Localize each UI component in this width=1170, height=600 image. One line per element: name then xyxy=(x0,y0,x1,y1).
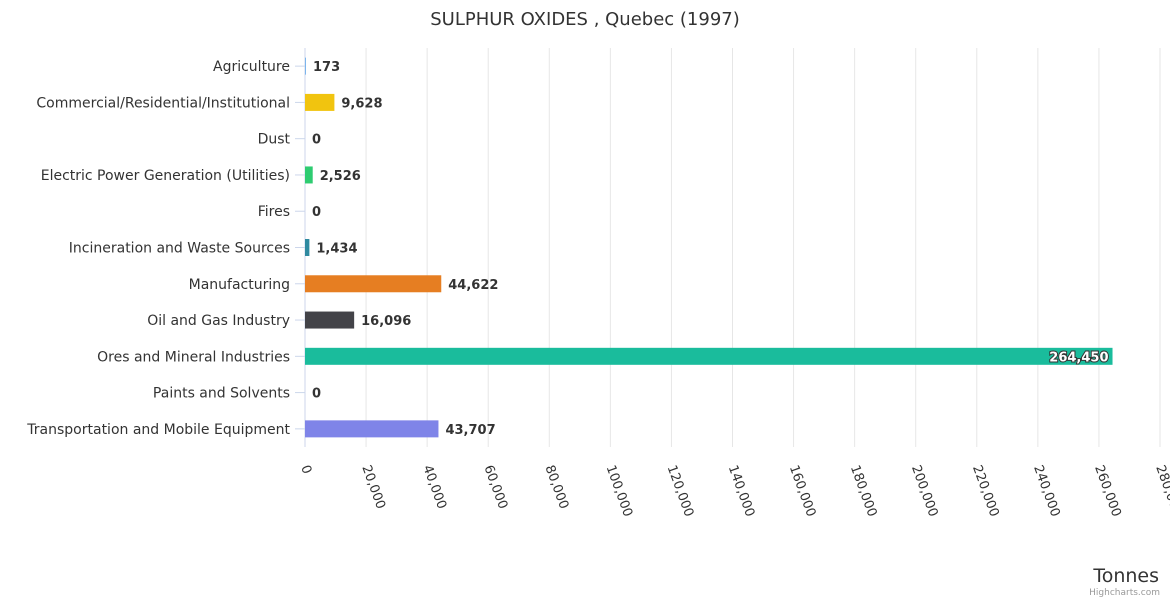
data-label: 173 xyxy=(313,60,340,75)
data-label: 0 xyxy=(312,205,321,220)
data-label: 0 xyxy=(312,387,321,402)
x-tick-label: 80,000 xyxy=(542,463,572,511)
x-axis-ticks: 0 20,000 40,000 60,000 80,000 100,000 120,000 1… xyxy=(297,463,1170,519)
x-tick-label: 140,000 xyxy=(725,463,757,519)
chart-title: SULPHUR OXIDES , Quebec (1997) xyxy=(430,9,740,30)
data-label: 264,450 xyxy=(1049,350,1108,365)
x-tick-label: 220,000 xyxy=(969,463,1001,519)
category-label: Commercial/Residential/Institutional xyxy=(36,95,290,111)
data-label: 44,622 xyxy=(448,278,498,293)
category-label: Electric Power Generation (Utilities) xyxy=(41,168,290,184)
x-tick-label: 60,000 xyxy=(480,463,510,511)
credits-link[interactable]: Highcharts.com xyxy=(1089,588,1160,598)
x-tick-label: 280,000 xyxy=(1152,463,1170,519)
data-label: 0 xyxy=(312,133,321,148)
data-label: 43,707 xyxy=(445,423,495,438)
bar[interactable] xyxy=(305,239,310,256)
bar[interactable] xyxy=(305,311,355,329)
x-tick-label: 260,000 xyxy=(1091,463,1123,519)
x-axis-title: Tonnes xyxy=(1092,565,1159,587)
bar[interactable] xyxy=(305,275,442,293)
bar[interactable] xyxy=(305,166,313,184)
x-tick-label: 240,000 xyxy=(1030,463,1062,519)
x-tick-label: 20,000 xyxy=(358,463,388,511)
bars: Agriculture 173 Commercial/Residential/Ins… xyxy=(26,57,1113,438)
grid xyxy=(304,48,1161,447)
x-tick-label: 100,000 xyxy=(603,463,635,519)
category-label: Oil and Gas Industry xyxy=(147,313,290,329)
bar[interactable] xyxy=(305,420,439,438)
x-tick-label: 0 xyxy=(297,463,314,476)
bar[interactable] xyxy=(305,347,1113,365)
x-tick-label: 160,000 xyxy=(786,463,818,519)
category-label: Fires xyxy=(258,204,290,220)
x-tick-label: 180,000 xyxy=(847,463,879,519)
data-label: 9,628 xyxy=(341,96,382,111)
category-label: Dust xyxy=(258,132,291,148)
data-label: 16,096 xyxy=(361,314,411,329)
bar[interactable] xyxy=(305,57,306,75)
data-label: 1,434 xyxy=(316,242,357,257)
category-label: Ores and Mineral Industries xyxy=(97,349,290,365)
category-label: Transportation and Mobile Equipment xyxy=(26,422,290,438)
x-tick-label: 40,000 xyxy=(419,463,449,511)
bar[interactable] xyxy=(305,93,335,111)
category-label: Paints and Solvents xyxy=(153,386,290,402)
category-label: Incineration and Waste Sources xyxy=(69,241,290,257)
x-tick-label: 120,000 xyxy=(664,463,696,519)
category-label: Manufacturing xyxy=(189,277,290,293)
category-label: Agriculture xyxy=(213,59,290,75)
data-label: 2,526 xyxy=(320,169,361,184)
x-tick-label: 200,000 xyxy=(908,463,940,519)
